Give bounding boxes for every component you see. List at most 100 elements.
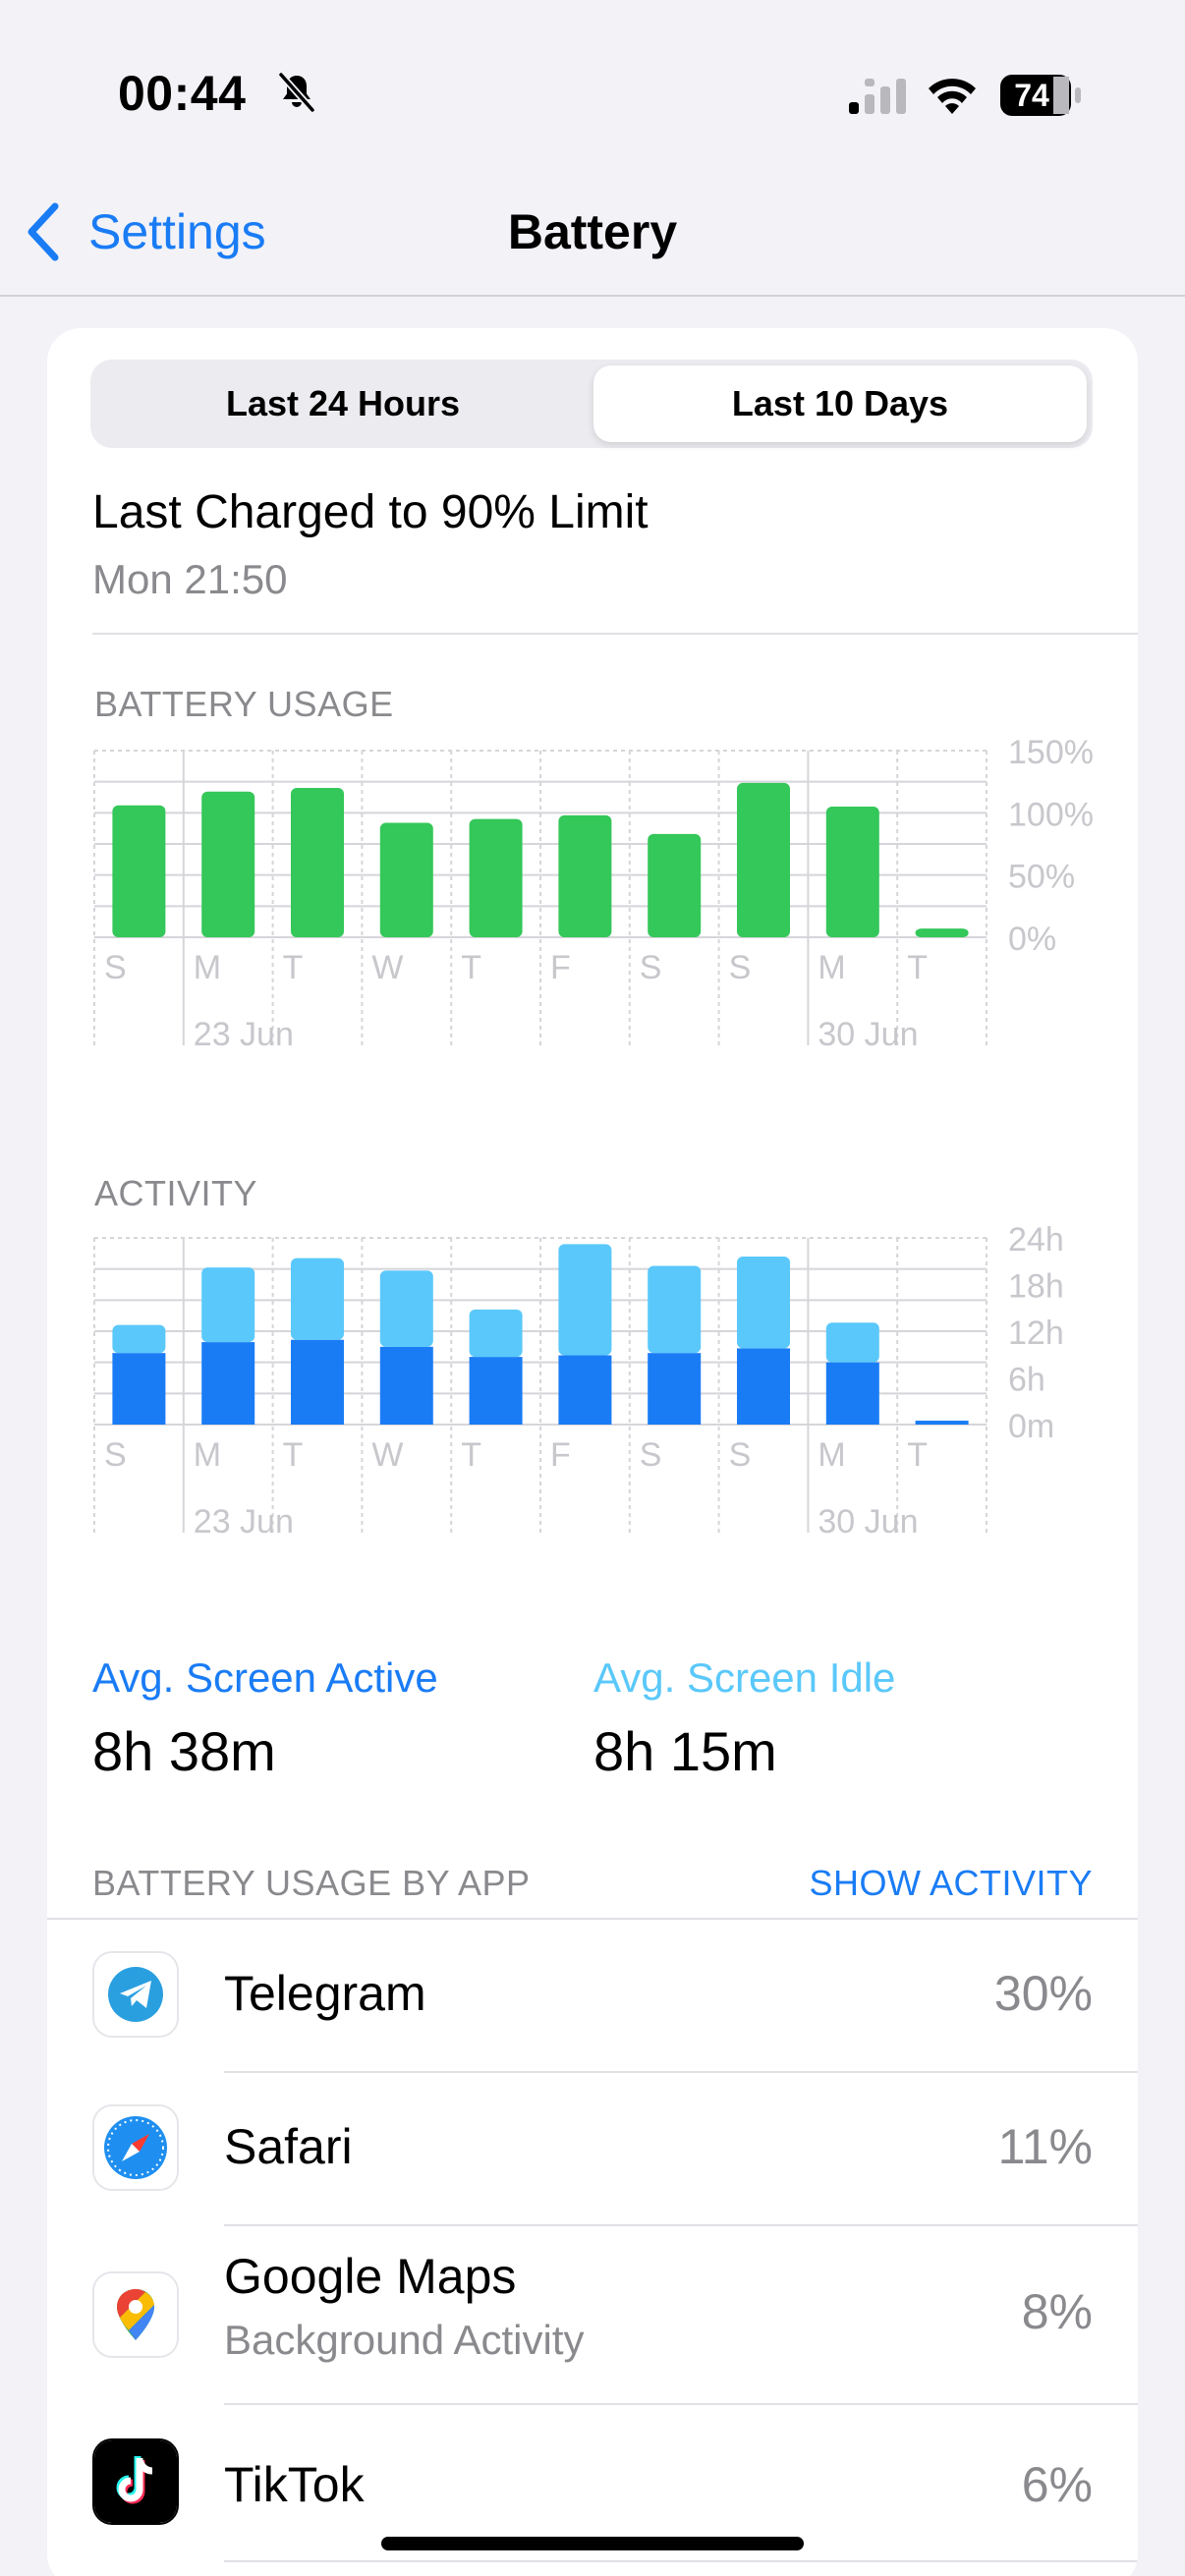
back-button[interactable]: Settings — [24, 196, 266, 267]
divider — [224, 2071, 1138, 2073]
app-subtitle: Background Activity — [224, 2317, 585, 2363]
bar — [648, 833, 702, 937]
bar-screen-idle — [291, 1258, 344, 1340]
telegram-icon — [92, 1951, 179, 2038]
divider — [47, 1918, 1138, 1920]
x-tick-label: F — [550, 1436, 571, 1474]
bar-screen-idle — [201, 1267, 255, 1343]
battery-usage-by-app-header: BATTERY USAGE BY APP — [92, 1863, 531, 1903]
x-tick-label: W — [371, 949, 403, 986]
x-tick-label: S — [640, 1436, 662, 1474]
x-tick-label: S — [104, 949, 127, 986]
bar-screen-active — [201, 1342, 255, 1425]
y-tick-label: 12h — [1008, 1315, 1064, 1352]
x-tick-label: T — [283, 949, 304, 986]
app-row-safari[interactable]: Safari 11% — [47, 2073, 1138, 2226]
app-percent: 8% — [1021, 2284, 1093, 2339]
week-label: 23 Jun — [194, 1503, 294, 1540]
bar-screen-idle — [112, 1324, 166, 1354]
bar-screen-idle — [558, 1244, 612, 1356]
bar-screen-active — [112, 1353, 166, 1425]
week-label: 23 Jun — [194, 1016, 294, 1053]
divider — [92, 633, 1138, 635]
avg-screen-idle: Avg. Screen Idle 8h 15m — [593, 1654, 895, 1783]
cellular-signal-icon — [849, 79, 906, 114]
last-charged-time: Mon 21:50 — [92, 556, 288, 602]
home-indicator[interactable] — [381, 2537, 804, 2550]
app-row-google-maps[interactable]: Google Maps Background Activity 8% — [47, 2226, 1138, 2405]
x-tick-label: S — [729, 949, 752, 986]
y-tick-label: 0m — [1008, 1408, 1054, 1445]
x-tick-label: W — [371, 1436, 403, 1474]
segment-last-24-hours[interactable]: Last 24 Hours — [225, 383, 461, 423]
app-row-tiktok[interactable]: TikTok 6% — [47, 2405, 1138, 2562]
x-tick-label: T — [461, 949, 481, 986]
y-tick-label: 100% — [1008, 796, 1094, 833]
bar-screen-active — [469, 1357, 523, 1425]
app-name: Google Maps — [224, 2249, 517, 2304]
bar-screen-active — [915, 1421, 969, 1425]
x-tick-label: T — [907, 1436, 928, 1474]
week-label: 30 Jun — [818, 1016, 918, 1053]
time-range-segmented-control: Last 24 Hours Last 10 Days — [90, 360, 1093, 448]
x-tick-label: M — [194, 949, 221, 986]
bar — [915, 928, 969, 937]
bar-screen-active — [291, 1339, 344, 1425]
x-tick-label: S — [640, 949, 662, 986]
bar — [558, 814, 612, 937]
google-maps-icon — [92, 2271, 179, 2358]
bar-screen-active — [825, 1362, 879, 1425]
week-label: 30 Jun — [818, 1503, 918, 1540]
x-tick-label: M — [194, 1436, 221, 1474]
bar — [737, 782, 790, 937]
bar-screen-idle — [648, 1265, 702, 1354]
avg-screen-active: Avg. Screen Active 8h 38m — [92, 1654, 438, 1783]
bar-screen-active — [558, 1355, 612, 1425]
bell-slash-icon — [278, 72, 315, 113]
x-tick-label: S — [729, 1436, 752, 1474]
avg-screen-active-label: Avg. Screen Active — [92, 1654, 438, 1701]
app-percent: 6% — [1021, 2457, 1093, 2512]
divider — [224, 2224, 1138, 2226]
battery-usage-chart[interactable]: 150% 100% 50% 0% S M T W T F S S M T 23 Jun 30 Jun — [47, 731, 1138, 1053]
app-name: Telegram — [224, 1966, 426, 2021]
y-tick-label: 6h — [1008, 1362, 1045, 1399]
back-label: Settings — [88, 204, 266, 259]
app-name: TikTok — [224, 2457, 365, 2512]
bar-screen-idle — [469, 1309, 523, 1358]
battery-icon: 74 — [998, 73, 1083, 118]
app-percent: 11% — [997, 2119, 1093, 2174]
navigation-bar: Settings Battery — [0, 167, 1185, 297]
x-tick-label: T — [283, 1436, 304, 1474]
y-tick-label: 18h — [1008, 1268, 1064, 1306]
page-title: Battery — [507, 204, 678, 259]
divider — [224, 2560, 1138, 2562]
app-name: Safari — [224, 2119, 353, 2174]
y-tick-label: 50% — [1008, 859, 1075, 896]
bar — [379, 822, 433, 937]
bar-screen-active — [648, 1353, 702, 1425]
bar-screen-idle — [825, 1322, 879, 1363]
bar — [825, 807, 879, 937]
status-time: 00:44 — [118, 66, 247, 121]
segment-last-10-days[interactable]: Last 10 Days — [593, 365, 1087, 442]
show-activity-button[interactable]: SHOW ACTIVITY — [809, 1863, 1093, 1903]
app-percent: 30% — [993, 1966, 1093, 2021]
app-row-telegram[interactable]: Telegram 30% — [47, 1920, 1138, 2073]
battery-level: 74 — [1014, 78, 1049, 113]
wifi-icon — [929, 79, 976, 114]
x-tick-label: T — [907, 949, 928, 986]
chevron-left-icon — [28, 202, 59, 261]
avg-screen-active-value: 8h 38m — [92, 1720, 276, 1782]
bar — [291, 788, 344, 937]
x-tick-label: M — [818, 949, 845, 986]
bar-screen-idle — [737, 1257, 790, 1349]
activity-chart[interactable]: 24h 18h 12h 6h 0m S M T W T F S S M T 23 Jun 30 Jun — [47, 1218, 1138, 1540]
x-tick-label: S — [104, 1436, 127, 1474]
bar — [112, 805, 166, 937]
avg-screen-idle-label: Avg. Screen Idle — [593, 1654, 896, 1701]
safari-icon — [92, 2104, 179, 2191]
x-tick-label: T — [461, 1436, 481, 1474]
avg-screen-idle-value: 8h 15m — [593, 1720, 777, 1782]
battery-usage-chart-title: BATTERY USAGE — [94, 684, 394, 724]
